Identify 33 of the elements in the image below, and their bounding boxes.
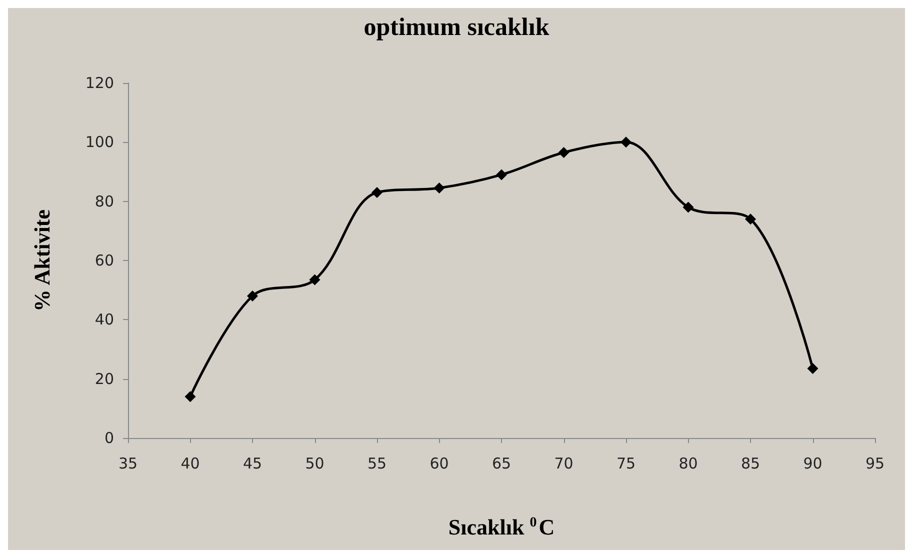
y-axis-title: % Aktivite bbox=[30, 209, 54, 312]
x-tick-label: 85 bbox=[740, 454, 760, 472]
point bbox=[620, 136, 632, 148]
y-tick-label: 60 bbox=[94, 252, 114, 270]
y-tick-label: 120 bbox=[85, 74, 114, 92]
x-tick-label: 95 bbox=[865, 454, 885, 472]
point bbox=[496, 169, 507, 180]
x-tick-label: 65 bbox=[492, 454, 512, 472]
point bbox=[682, 202, 694, 213]
x-tick-label: 80 bbox=[678, 454, 698, 472]
point bbox=[807, 362, 818, 374]
x-tick-label: 50 bbox=[305, 454, 324, 472]
x-tick-label: 35 bbox=[118, 454, 138, 472]
point bbox=[372, 186, 382, 198]
x-tick-label: 75 bbox=[616, 454, 636, 472]
point bbox=[745, 214, 756, 225]
point bbox=[434, 182, 445, 194]
y-tick-label: 80 bbox=[94, 192, 114, 210]
chart-title: optimum sıcaklık bbox=[364, 14, 550, 41]
y-tick-label: 40 bbox=[94, 310, 114, 329]
x-tick-label: 40 bbox=[180, 454, 200, 472]
x-tick-label: 45 bbox=[242, 454, 262, 472]
y-tick-label: 100 bbox=[85, 133, 114, 152]
point bbox=[309, 274, 320, 286]
x-tick-label: 60 bbox=[430, 454, 449, 472]
point bbox=[184, 391, 196, 402]
y-tick-label: 20 bbox=[94, 370, 114, 388]
x-tick-label: 55 bbox=[367, 454, 387, 472]
point bbox=[247, 290, 258, 302]
x-tick-label: 70 bbox=[554, 454, 574, 472]
point bbox=[558, 147, 570, 158]
y-tick-label: 0 bbox=[104, 429, 114, 447]
x-tick-label: 90 bbox=[803, 454, 822, 472]
